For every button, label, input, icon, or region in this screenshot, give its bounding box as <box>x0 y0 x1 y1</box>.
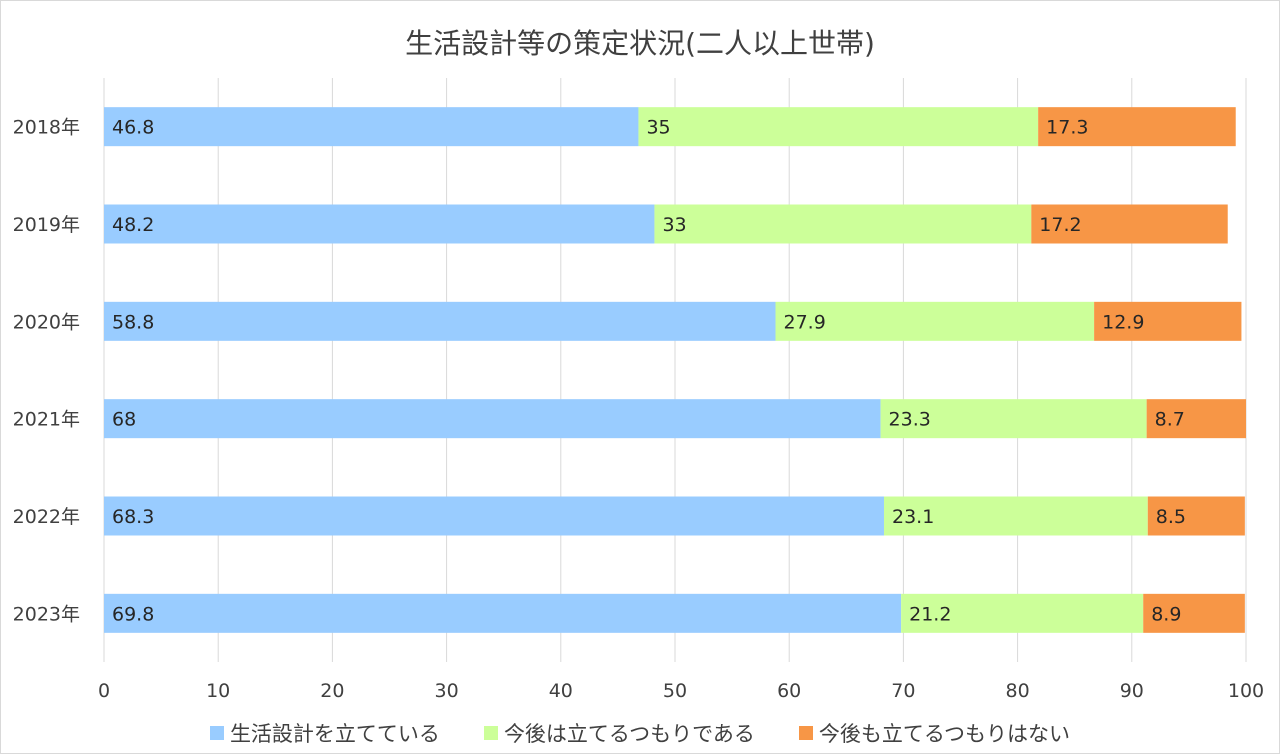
category-label: 2019年 <box>13 214 80 236</box>
category-label: 2020年 <box>13 311 80 333</box>
data-label: 8.9 <box>1151 603 1181 625</box>
x-tick-label: 90 <box>1120 680 1144 702</box>
bar-segment <box>883 496 1148 536</box>
legend-label: 生活設計を立てている <box>229 722 440 746</box>
data-label: 21.2 <box>909 603 951 625</box>
bar-segment <box>1031 204 1228 244</box>
data-label: 27.9 <box>783 311 825 333</box>
data-label: 33 <box>662 214 686 236</box>
bar-segment <box>104 399 881 439</box>
x-tick-label: 20 <box>320 680 344 702</box>
legend-item: 今後も立てるつもりはない <box>798 718 1071 748</box>
legend-item: 今後は立てるつもりである <box>483 718 755 748</box>
x-tick-label: 80 <box>1006 680 1030 702</box>
bar-segment <box>1038 107 1236 147</box>
data-label: 69.8 <box>112 603 154 625</box>
bar-segment <box>104 593 902 633</box>
data-label: 23.3 <box>889 409 931 431</box>
category-label: 2018年 <box>13 117 80 139</box>
legend-label: 今後は立てるつもりである <box>503 722 755 746</box>
legend-swatch <box>209 726 224 740</box>
data-label: 46.8 <box>112 117 154 139</box>
legend-swatch <box>798 726 813 740</box>
data-label: 23.1 <box>892 506 934 528</box>
data-label: 48.2 <box>112 214 154 236</box>
chart-title: 生活設計等の策定状況(二人以上世帯) <box>405 27 875 60</box>
bar-segment <box>1147 496 1245 536</box>
bar-segment <box>901 593 1144 633</box>
bar-segment <box>775 301 1095 341</box>
legend-item: 生活設計を立てている <box>209 718 440 748</box>
legend: 生活設計を立てている 今後は立てるつもりである 今後も立てるつもりはない <box>0 718 1280 748</box>
bar-segment <box>1146 399 1246 439</box>
x-tick-label: 100 <box>1228 680 1264 702</box>
bar-segment <box>104 496 884 536</box>
data-label: 58.8 <box>112 311 154 333</box>
data-label: 12.9 <box>1102 311 1144 333</box>
bar-segment <box>104 301 776 341</box>
x-tick-label: 40 <box>549 680 573 702</box>
x-tick-label: 30 <box>435 680 459 702</box>
x-tick-label: 10 <box>206 680 230 702</box>
x-tick-label: 50 <box>663 680 687 702</box>
bar-segment <box>638 107 1039 147</box>
x-tick-label: 70 <box>891 680 915 702</box>
category-label: 2021年 <box>13 409 80 431</box>
data-label: 8.5 <box>1156 506 1186 528</box>
bar-segment <box>880 399 1147 439</box>
bar-segment <box>1094 301 1242 341</box>
data-label: 17.2 <box>1039 214 1081 236</box>
bar-segment <box>104 204 655 244</box>
legend-swatch <box>483 726 498 740</box>
bar-segment <box>104 107 639 147</box>
category-label: 2023年 <box>13 603 80 625</box>
category-label: 2022年 <box>13 506 80 528</box>
data-label: 68 <box>112 409 136 431</box>
legend-label: 今後も立てるつもりはない <box>818 722 1071 746</box>
x-tick-label: 60 <box>777 680 801 702</box>
bar-segment <box>654 204 1032 244</box>
data-label: 17.3 <box>1046 117 1088 139</box>
x-tick-label: 0 <box>98 680 110 702</box>
bar-segment <box>1143 593 1245 633</box>
data-label: 35 <box>646 117 670 139</box>
data-label: 68.3 <box>112 506 154 528</box>
data-label: 8.7 <box>1155 409 1185 431</box>
